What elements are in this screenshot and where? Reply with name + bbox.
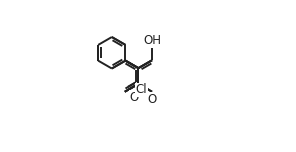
Text: O: O	[130, 91, 139, 104]
Text: O: O	[147, 93, 157, 106]
Text: OH: OH	[143, 34, 161, 47]
Text: Cl: Cl	[136, 83, 147, 96]
